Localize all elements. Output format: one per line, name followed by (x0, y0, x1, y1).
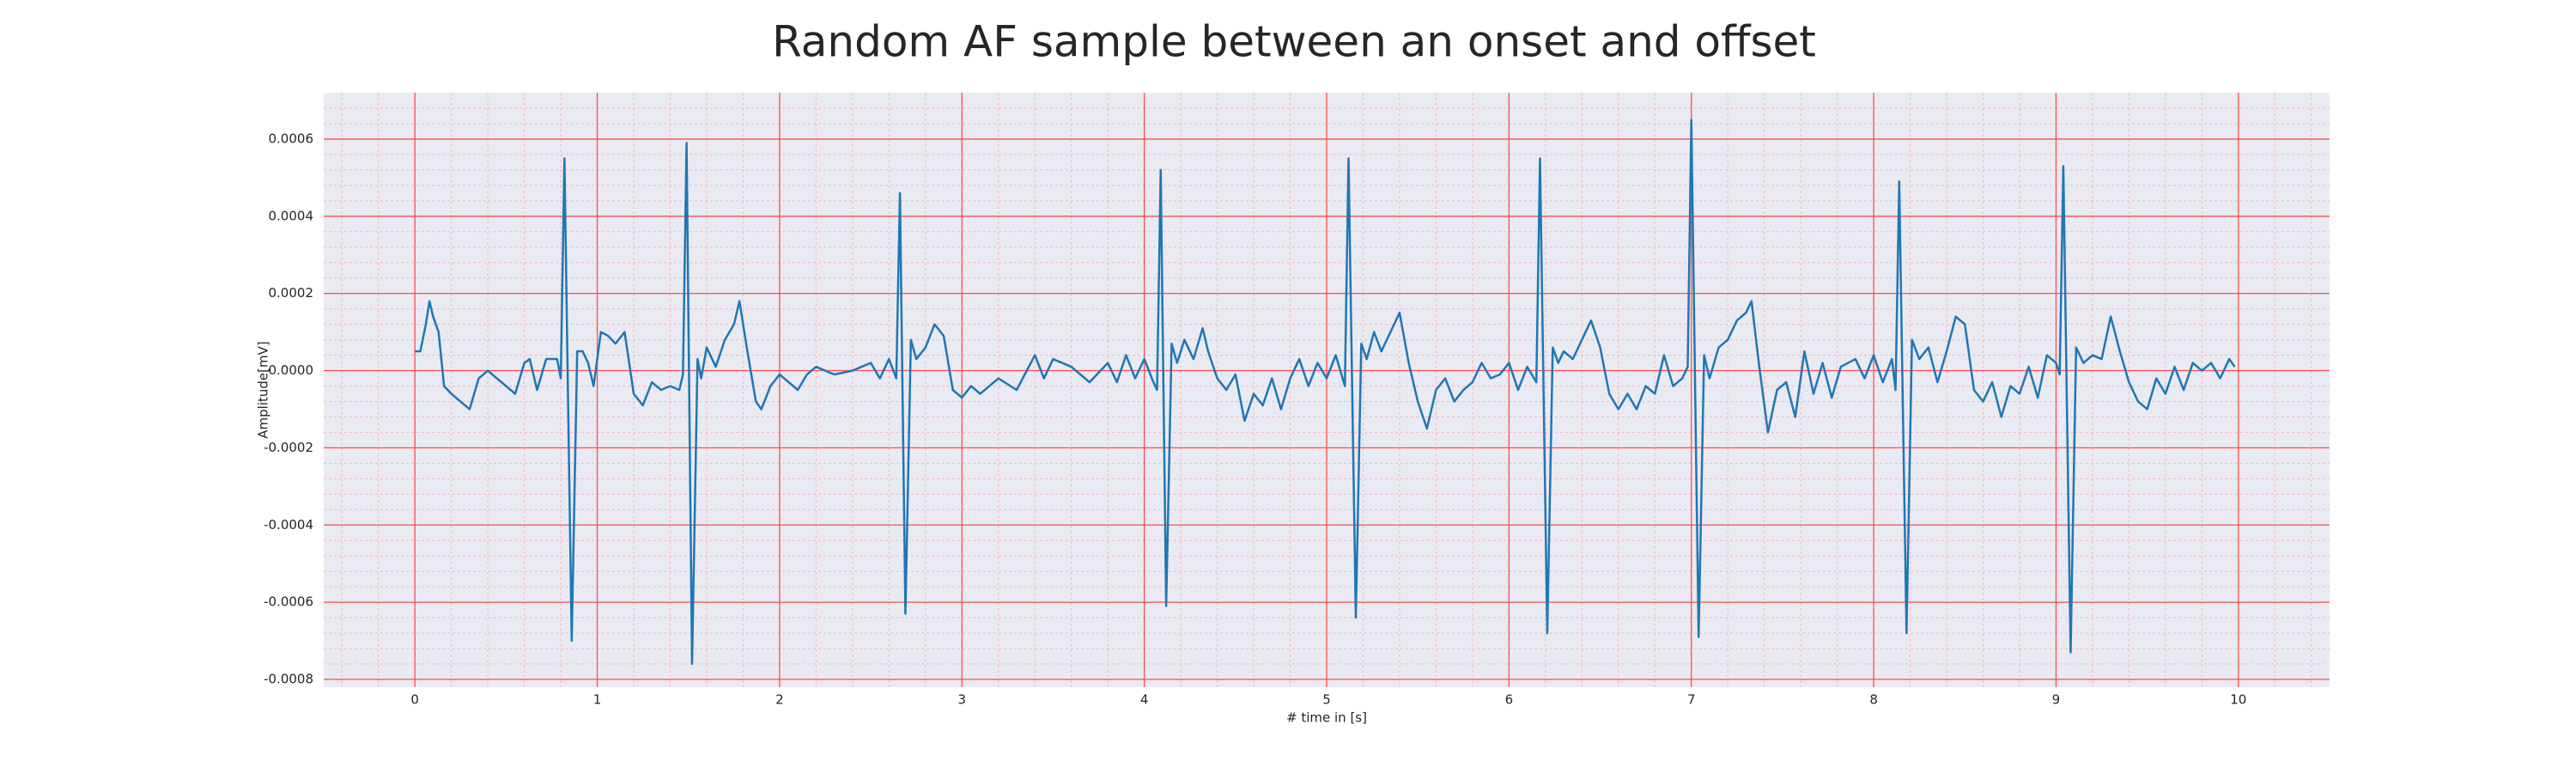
x-tick-label: 8 (1869, 692, 1878, 708)
y-tick-label: 0.0002 (269, 285, 314, 301)
x-tick-label: 5 (1322, 692, 1331, 708)
x-tick-label: 9 (2052, 692, 2061, 708)
x-tick-label: 4 (1140, 692, 1149, 708)
x-tick-label: 3 (957, 692, 966, 708)
y-tick-label: 0.0006 (269, 131, 314, 146)
y-tick-label: -0.0004 (264, 517, 313, 533)
x-tick-label: 6 (1505, 692, 1514, 708)
x-tick-label: 0 (410, 692, 419, 708)
x-axis-label: # time in [s] (1286, 710, 1367, 726)
x-tick-label: 10 (2230, 692, 2246, 708)
y-tick-label: -0.0008 (264, 672, 313, 687)
chart-title: Random AF sample between an onset and of… (772, 17, 1816, 67)
y-tick-label: -0.0006 (264, 594, 313, 610)
x-tick-label: 2 (775, 692, 784, 708)
x-tick-label: 7 (1687, 692, 1696, 708)
signal-line (415, 119, 2236, 666)
y-tick-label: 0.0004 (269, 208, 314, 223)
y-tick-label: 0.0000 (269, 362, 314, 378)
x-tick-label: 1 (593, 692, 602, 708)
y-axis-label: Amplitude[mV] (256, 341, 271, 438)
y-tick-label: -0.0002 (264, 440, 313, 455)
